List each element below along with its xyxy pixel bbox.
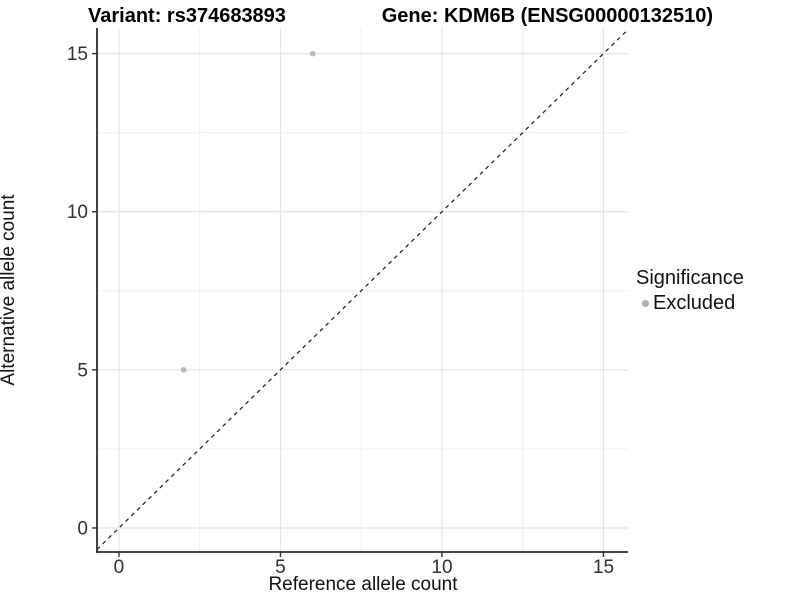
- gene-title: Gene: KDM6B (ENSG00000132510): [381, 5, 713, 27]
- x-tick-label: 10: [431, 557, 452, 578]
- x-tick-label: 15: [593, 557, 614, 578]
- y-tick-label: 15: [67, 44, 88, 65]
- y-tick-label: 5: [77, 360, 88, 381]
- x-tick-label: 5: [275, 557, 286, 578]
- identity-dashed-line: [96, 29, 629, 550]
- legend-item-label: Excluded: [653, 292, 736, 314]
- legend-point-icon: [642, 300, 649, 307]
- y-tick-label: 10: [67, 202, 88, 223]
- variant-title: Variant: rs374683893: [88, 5, 286, 27]
- x-axis-title: Reference allele count: [268, 574, 458, 595]
- data-point: [180, 367, 187, 373]
- legend-item-excluded: Excluded: [636, 291, 744, 316]
- y-tick-label: 0: [77, 518, 88, 539]
- legend-title: Significance: [636, 267, 744, 289]
- data-point: [309, 50, 316, 57]
- y-axis-title: Alternative allele count: [0, 194, 19, 386]
- legend: Significance Excluded: [636, 266, 744, 316]
- x-tick-label: 0: [114, 557, 125, 578]
